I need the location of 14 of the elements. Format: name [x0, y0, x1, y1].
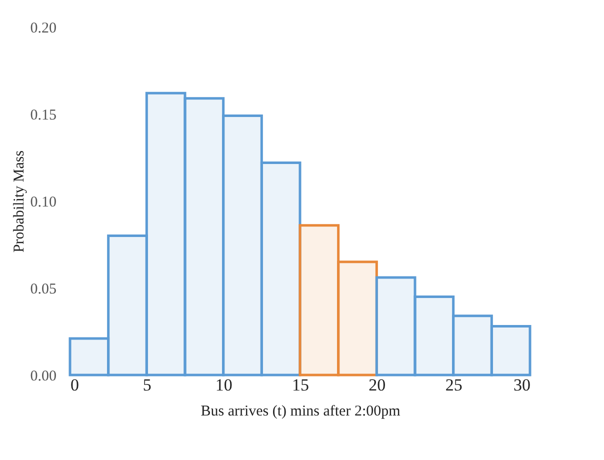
x-tick-label: 0: [70, 376, 79, 394]
x-tick-label: 25: [445, 376, 462, 394]
y-tick-label: 0.00: [30, 368, 56, 384]
x-tick-label: 30: [514, 376, 530, 394]
y-tick-label: 0.10: [30, 194, 56, 210]
y-axis-title: Probability Mass: [11, 150, 28, 253]
x-tick-label: 10: [215, 376, 232, 394]
y-tick-label: 0.05: [30, 282, 56, 298]
x-tick-label: 5: [142, 376, 152, 394]
x-axis-title: Bus arrives (t) mins after 2:00pm: [200, 404, 401, 420]
x-tick-label: 20: [368, 376, 386, 394]
y-tick-label: 0.15: [30, 108, 56, 124]
x-tick-label: 15: [292, 376, 309, 394]
y-tick-label: 0.20: [30, 20, 56, 36]
